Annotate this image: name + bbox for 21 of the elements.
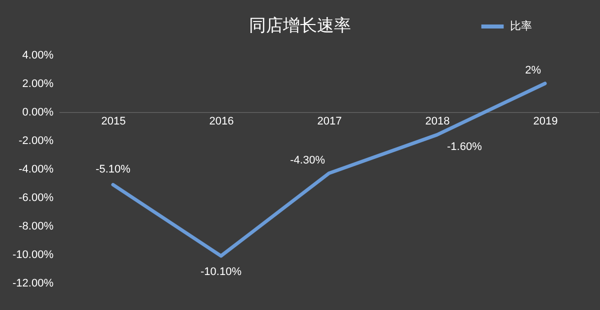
y-tick-label: 2.00%	[22, 78, 54, 90]
chart-title: 同店增长速率	[249, 16, 351, 35]
data-label: -10.10%	[200, 266, 242, 278]
y-tick-label: -4.00%	[18, 164, 54, 176]
x-tick-label: 2016	[209, 116, 234, 128]
data-label: -5.10%	[96, 164, 131, 176]
y-tick-label: 4.00%	[22, 50, 54, 62]
y-tick-label: -6.00%	[18, 192, 54, 204]
y-tick-label: -2.00%	[18, 135, 54, 147]
x-tick-label: 2019	[533, 116, 558, 128]
y-tick-label: -12.00%	[12, 278, 54, 290]
x-tick-label: 2017	[317, 116, 342, 128]
x-tick-label: 2015	[101, 116, 126, 128]
y-tick-label: -8.00%	[18, 220, 54, 232]
data-label: 2%	[525, 64, 542, 76]
legend-label: 比率	[510, 20, 532, 32]
x-tick-label: 2018	[425, 116, 450, 128]
data-label: -4.30%	[290, 154, 326, 166]
y-tick-label: 0.00%	[22, 106, 54, 118]
data-label: -1.60%	[447, 140, 482, 153]
y-tick-label: -10.00%	[12, 249, 54, 261]
